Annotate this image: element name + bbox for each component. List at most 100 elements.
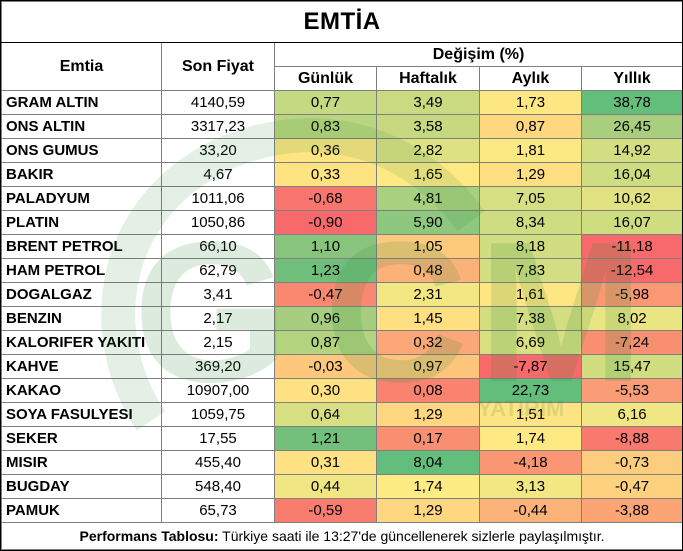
- monthly-change: 8,34: [479, 210, 582, 235]
- daily-change: 0,33: [274, 162, 377, 187]
- table-row: ONS GUMUS 33,20 0,36 2,82 1,81 14,92: [1, 138, 682, 163]
- yearly-change: 8,02: [580, 306, 682, 331]
- footer-note: Performans Tablosu: Türkiye saati ile 13…: [1, 522, 682, 550]
- monthly-change: 7,83: [479, 258, 582, 283]
- header-daily: Günlük: [274, 66, 377, 91]
- commodity-name: GRAM ALTIN: [1, 90, 162, 115]
- last-price: 2,15: [161, 330, 275, 355]
- weekly-change: 2,31: [376, 282, 480, 307]
- table-row: KALORIFER YAKITI 2,15 0,87 0,32 6,69 -7,24: [1, 330, 682, 355]
- yearly-change: 26,45: [580, 114, 682, 139]
- weekly-change: 0,32: [376, 330, 480, 355]
- monthly-change: 22,73: [479, 378, 582, 403]
- monthly-change: -4,18: [479, 450, 582, 475]
- table-row: PAMUK 65,73 -0,59 1,29 -0,44 -3,88: [1, 498, 682, 523]
- daily-change: -0,59: [274, 498, 377, 523]
- last-price: 62,79: [161, 258, 275, 283]
- last-price: 2,17: [161, 306, 275, 331]
- commodity-name: KAKAO: [1, 378, 162, 403]
- monthly-change: 1,81: [479, 138, 582, 163]
- table-row: GRAM ALTIN 4140,59 0,77 3,49 1,73 38,78: [1, 90, 682, 115]
- daily-change: 0,36: [274, 138, 377, 163]
- weekly-change: 0,17: [376, 426, 480, 451]
- last-price: 1011,06: [161, 186, 275, 211]
- weekly-change: 1,29: [376, 498, 480, 523]
- yearly-change: -5,53: [580, 378, 682, 403]
- commodity-name: KAHVE: [1, 354, 162, 379]
- daily-change: 0,87: [274, 330, 377, 355]
- last-price: 455,40: [161, 450, 275, 475]
- commodity-name: BAKIR: [1, 162, 162, 187]
- table-title: EMTİA: [1, 1, 682, 43]
- header-last-price: Son Fiyat: [161, 42, 275, 91]
- daily-change: 1,23: [274, 258, 377, 283]
- table-row: KAKAO 10907,00 0,30 0,08 22,73 -5,53: [1, 378, 682, 403]
- table-row: BRENT PETROL 66,10 1,10 1,05 8,18 -11,18: [1, 234, 682, 259]
- daily-change: 0,64: [274, 402, 377, 427]
- weekly-change: 3,58: [376, 114, 480, 139]
- commodity-name: BRENT PETROL: [1, 234, 162, 259]
- yearly-change: 16,04: [580, 162, 682, 187]
- monthly-change: 0,87: [479, 114, 582, 139]
- daily-change: 1,21: [274, 426, 377, 451]
- monthly-change: 7,38: [479, 306, 582, 331]
- table-row: DOGALGAZ 3,41 -0,47 2,31 1,61 -5,98: [1, 282, 682, 307]
- yearly-change: -8,88: [580, 426, 682, 451]
- yearly-change: -11,18: [580, 234, 682, 259]
- weekly-change: 1,29: [376, 402, 480, 427]
- daily-change: -0,03: [274, 354, 377, 379]
- last-price: 4,67: [161, 162, 275, 187]
- weekly-change: 1,05: [376, 234, 480, 259]
- commodity-name: PLATIN: [1, 210, 162, 235]
- header-yearly: Yıllık: [580, 66, 682, 91]
- weekly-change: 0,97: [376, 354, 480, 379]
- monthly-change: 1,74: [479, 426, 582, 451]
- daily-change: 0,96: [274, 306, 377, 331]
- commodity-name: PALADYUM: [1, 186, 162, 211]
- last-price: 369,20: [161, 354, 275, 379]
- yearly-change: 15,47: [580, 354, 682, 379]
- weekly-change: 0,48: [376, 258, 480, 283]
- yearly-change: 6,16: [580, 402, 682, 427]
- last-price: 3317,23: [161, 114, 275, 139]
- table-row: ONS ALTIN 3317,23 0,83 3,58 0,87 26,45: [1, 114, 682, 139]
- daily-change: 0,30: [274, 378, 377, 403]
- commodity-name: ONS GUMUS: [1, 138, 162, 163]
- last-price: 3,41: [161, 282, 275, 307]
- table-row: KAHVE 369,20 -0,03 0,97 -7,87 15,47: [1, 354, 682, 379]
- footer-text: Türkiye saati ile 13:27'de güncellenerek…: [218, 528, 605, 544]
- monthly-change: 1,29: [479, 162, 582, 187]
- table-row: SOYA FASULYESI 1059,75 0,64 1,29 1,51 6,16: [1, 402, 682, 427]
- commodity-name: DOGALGAZ: [1, 282, 162, 307]
- weekly-change: 2,82: [376, 138, 480, 163]
- daily-change: 0,77: [274, 90, 377, 115]
- monthly-change: 1,73: [479, 90, 582, 115]
- yearly-change: 38,78: [580, 90, 682, 115]
- table-row: MISIR 455,40 0,31 8,04 -4,18 -0,73: [1, 450, 682, 475]
- table-row: BUGDAY 548,40 0,44 1,74 3,13 -0,47: [1, 474, 682, 499]
- monthly-change: 7,05: [479, 186, 582, 211]
- weekly-change: 0,08: [376, 378, 480, 403]
- commodity-name: SOYA FASULYESI: [1, 402, 162, 427]
- daily-change: -0,90: [274, 210, 377, 235]
- last-price: 4140,59: [161, 90, 275, 115]
- daily-change: -0,68: [274, 186, 377, 211]
- table-row: BAKIR 4,67 0,33 1,65 1,29 16,04: [1, 162, 682, 187]
- commodity-name: BUGDAY: [1, 474, 162, 499]
- commodity-name: KALORIFER YAKITI: [1, 330, 162, 355]
- last-price: 65,73: [161, 498, 275, 523]
- yearly-change: -7,24: [580, 330, 682, 355]
- yearly-change: -5,98: [580, 282, 682, 307]
- monthly-change: 1,51: [479, 402, 582, 427]
- last-price: 10907,00: [161, 378, 275, 403]
- monthly-change: 6,69: [479, 330, 582, 355]
- last-price: 33,20: [161, 138, 275, 163]
- header-change: Değişim (%): [273, 42, 682, 67]
- header-commodity: Emtia: [1, 42, 162, 91]
- last-price: 1059,75: [161, 402, 275, 427]
- monthly-change: 3,13: [479, 474, 582, 499]
- table-row: PALADYUM 1011,06 -0,68 4,81 7,05 10,62: [1, 186, 682, 211]
- last-price: 548,40: [161, 474, 275, 499]
- weekly-change: 5,90: [376, 210, 480, 235]
